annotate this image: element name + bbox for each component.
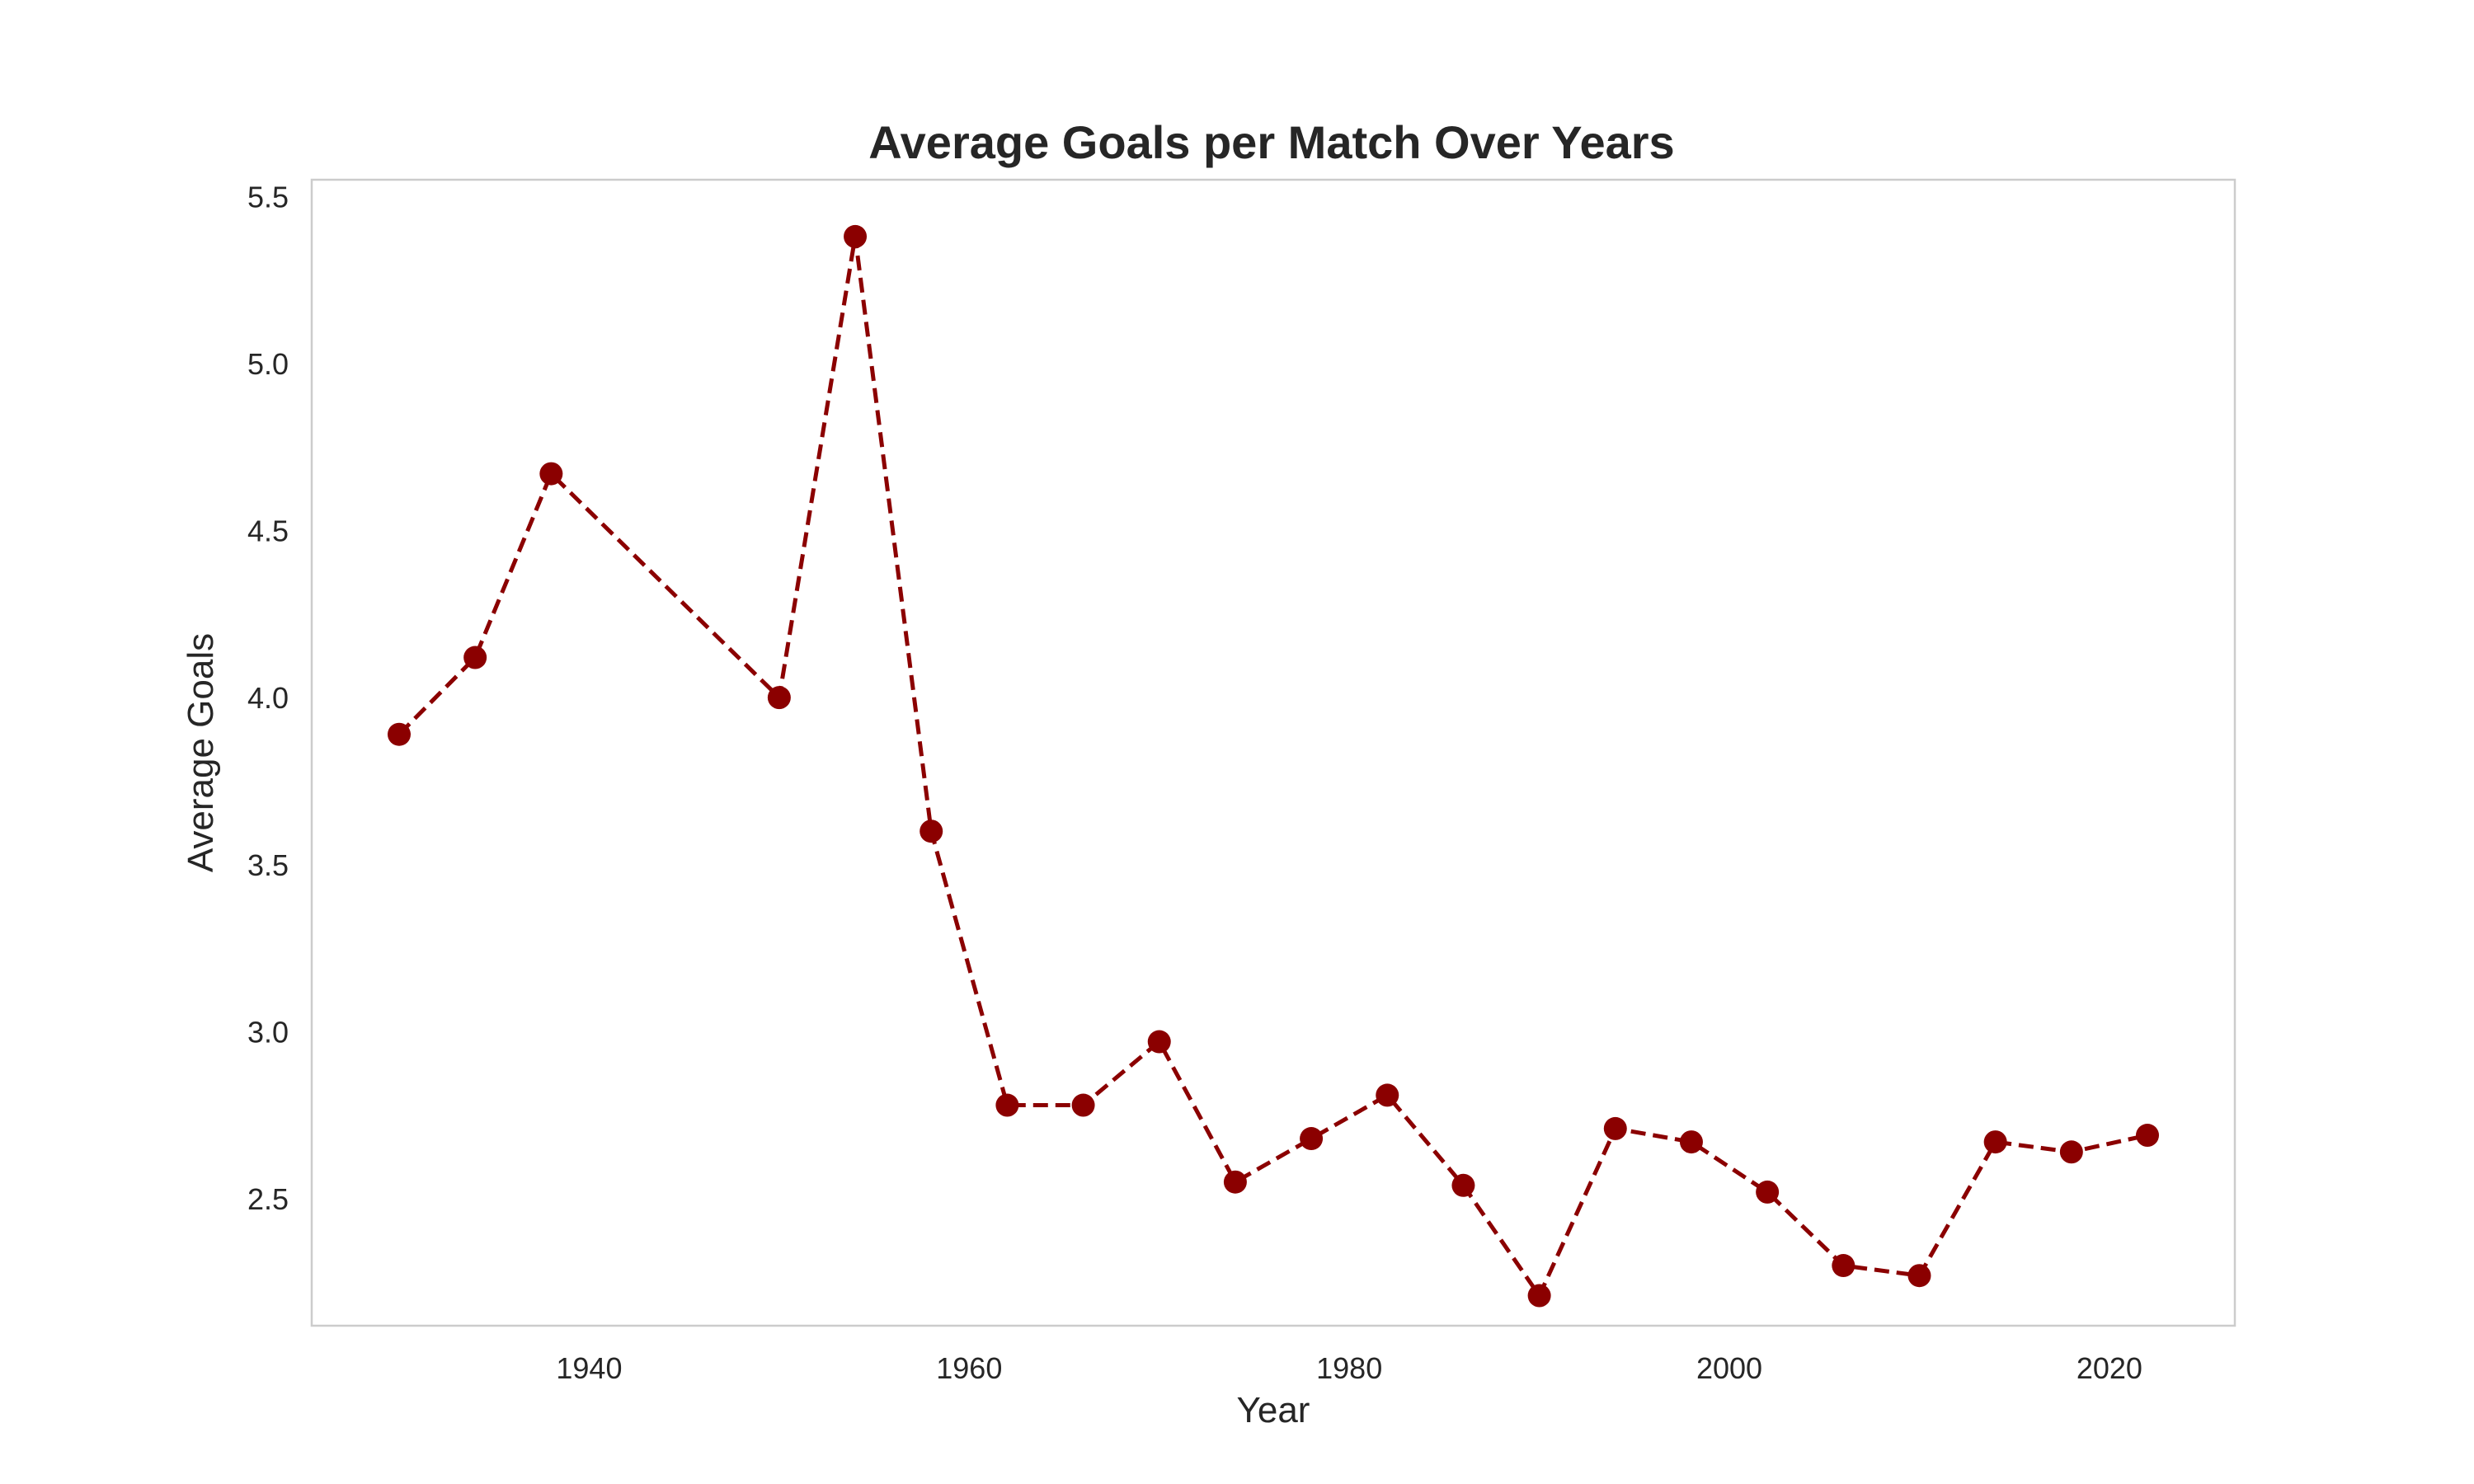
data-point [1679, 1130, 1703, 1154]
y-tick-label: 3.0 [247, 1015, 289, 1049]
data-point [388, 722, 411, 746]
y-axis-label: Average Goals [181, 633, 221, 872]
data-point [2136, 1124, 2159, 1148]
data-point [463, 646, 487, 669]
y-tick-label: 4.5 [247, 514, 289, 548]
data-point [920, 819, 943, 843]
y-tick-label: 5.5 [247, 180, 289, 214]
series-markers [388, 224, 2159, 1308]
data-point [1756, 1180, 1780, 1204]
x-axis-label: Year [1237, 1390, 1310, 1430]
data-point [1983, 1130, 2007, 1154]
data-point [1527, 1284, 1551, 1308]
data-point [1071, 1093, 1095, 1117]
data-point [1147, 1030, 1171, 1054]
series-line [397, 234, 2148, 1298]
y-tick-label: 2.5 [247, 1182, 289, 1216]
data-point [995, 1093, 1019, 1117]
data-point [1832, 1254, 1856, 1278]
data-point [539, 462, 563, 486]
x-tick-label: 1980 [1316, 1351, 1382, 1385]
data-point [767, 686, 791, 710]
x-tick-label: 2000 [1696, 1351, 1762, 1385]
y-axis-ticks: 2.5 3.0 3.5 4.0 4.5 5.0 5.5 [247, 180, 289, 1216]
y-tick-label: 4.0 [247, 681, 289, 715]
plot-area-frame [310, 178, 2236, 1327]
chart-title: Average Goals per Match Over Years [868, 116, 1674, 168]
y-tick-label: 3.5 [247, 848, 289, 882]
x-axis-ticks: 1940 1960 1980 2000 2020 [556, 1351, 2142, 1385]
data-point [1376, 1083, 1399, 1107]
data-point [2059, 1140, 2083, 1164]
data-point [1223, 1170, 1247, 1194]
data-point [1907, 1264, 1931, 1288]
y-tick-label: 5.0 [247, 347, 289, 381]
x-tick-label: 1940 [556, 1351, 622, 1385]
data-point [1300, 1127, 1324, 1151]
data-point [844, 224, 868, 248]
x-tick-label: 1960 [936, 1351, 1002, 1385]
data-point [1603, 1116, 1627, 1140]
x-tick-label: 2020 [2077, 1351, 2142, 1385]
data-point [1451, 1173, 1475, 1197]
